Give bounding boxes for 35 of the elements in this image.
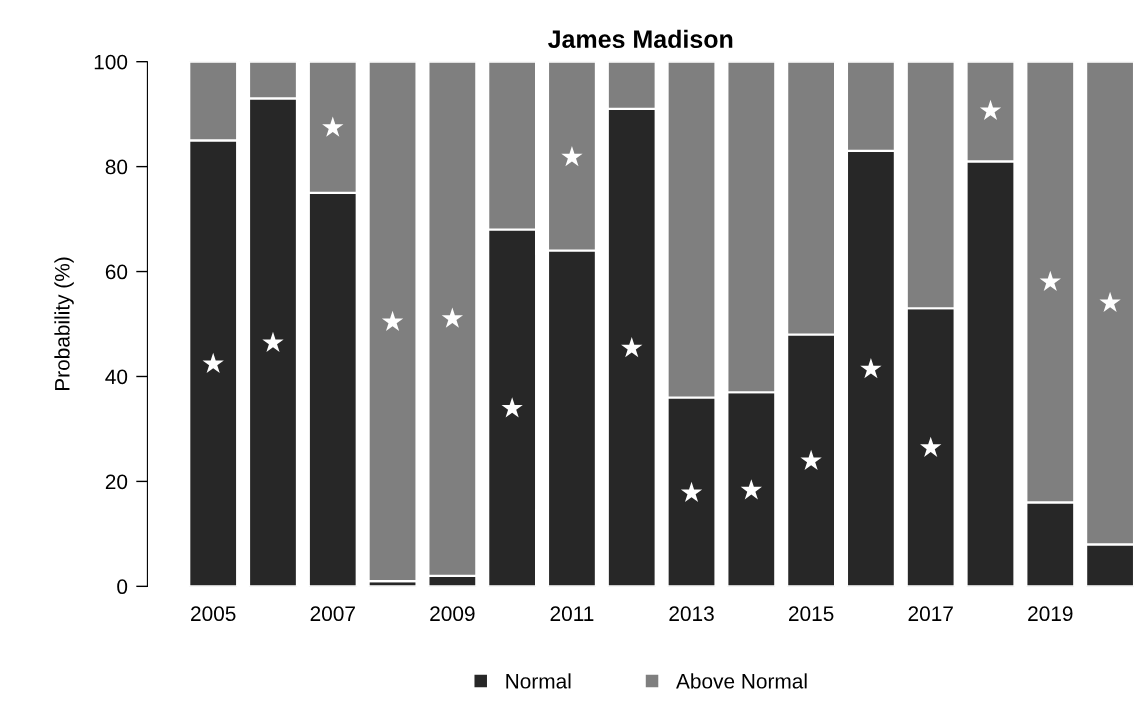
y-tick-label: 80 bbox=[105, 159, 128, 175]
y-tick-label: 60 bbox=[105, 264, 128, 280]
point bbox=[740, 479, 762, 500]
point bbox=[979, 99, 1002, 121]
x-tick-label: 2011 bbox=[550, 606, 594, 622]
x-tick-label: 2017 bbox=[908, 606, 953, 622]
point bbox=[441, 307, 464, 328]
legend-label: Normal bbox=[506, 673, 571, 689]
point bbox=[800, 449, 822, 471]
x-tick-label: 2009 bbox=[430, 606, 475, 622]
y-tick-label: 100 bbox=[94, 54, 128, 70]
point bbox=[1099, 291, 1121, 313]
point bbox=[381, 310, 404, 331]
point bbox=[860, 357, 882, 379]
chart-title: James Madison bbox=[548, 29, 733, 49]
x-tick-label: 2013 bbox=[669, 606, 714, 622]
point bbox=[501, 397, 523, 418]
legend-label: Above Normal bbox=[676, 673, 807, 689]
x-tick-label: 2007 bbox=[310, 606, 355, 622]
point bbox=[202, 352, 224, 373]
y-tick-label: 20 bbox=[105, 474, 128, 490]
x-tick-label: 2015 bbox=[789, 606, 834, 622]
point bbox=[561, 145, 583, 167]
y-tick-label: 40 bbox=[105, 369, 128, 385]
point bbox=[262, 331, 284, 352]
point bbox=[920, 436, 942, 457]
point bbox=[621, 336, 643, 358]
x-tick-label: 2005 bbox=[191, 606, 236, 622]
point bbox=[322, 116, 344, 137]
y-tick-label: 0 bbox=[117, 579, 128, 595]
point bbox=[1039, 270, 1061, 292]
bar bbox=[367, 61, 418, 583]
y-axis-title: Probability (%) bbox=[54, 257, 74, 391]
point bbox=[680, 481, 703, 503]
x-tick-label: 2019 bbox=[1028, 606, 1073, 622]
